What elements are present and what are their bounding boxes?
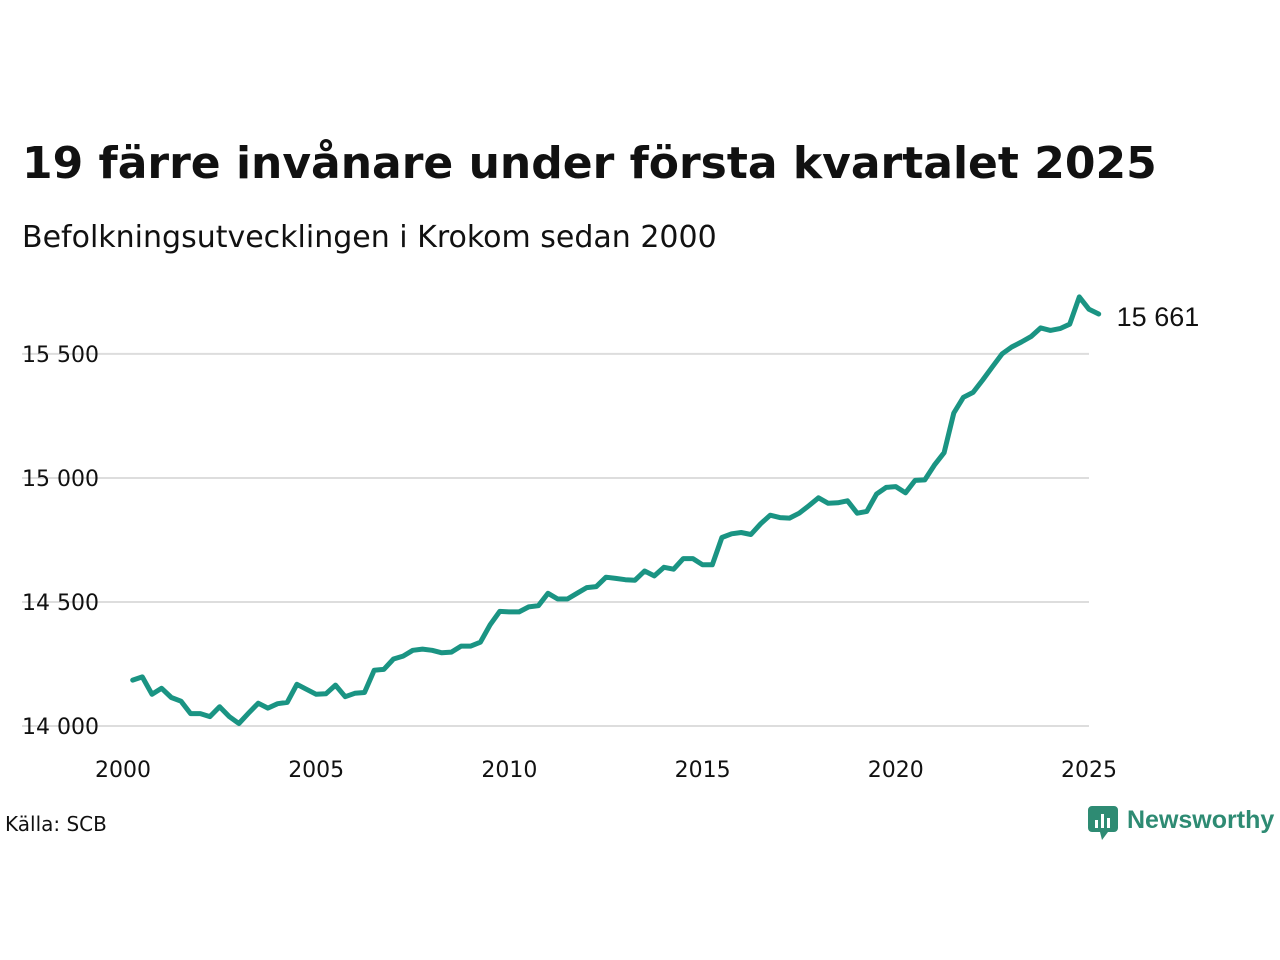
x-tick-label: 2005 (288, 758, 344, 783)
gridlines (22, 352, 1089, 727)
end-value-label: 15 661 (1117, 302, 1200, 332)
x-tick-label: 2000 (95, 758, 151, 783)
x-tick-label: 2015 (675, 758, 731, 783)
chart-subtitle: Befolkningsutvecklingen i Krokom sedan 2… (22, 220, 717, 255)
y-tick-label: 14 000 (22, 715, 99, 740)
series-line (130, 294, 1102, 726)
y-tick-label: 15 500 (22, 343, 99, 368)
y-tick-label: 14 500 (22, 591, 99, 616)
chart-title: 19 färre invånare under första kvartalet… (22, 138, 1157, 189)
series-layer: 15 661 (130, 294, 1199, 726)
y-axis-tick-labels: 14 000 14 500 15 000 15 500 (22, 343, 99, 740)
brand-logo: Newsworthy (1088, 806, 1274, 840)
bar-chart-speech-bubble-icon (1088, 806, 1118, 840)
y-tick-label: 15 000 (22, 467, 99, 492)
source-label: Källa: SCB (5, 812, 107, 836)
x-tick-label: 2010 (481, 758, 537, 783)
x-tick-label: 2020 (868, 758, 924, 783)
x-axis-tick-labels: 2000 2005 2010 2015 2020 2025 (95, 758, 1117, 783)
x-tick-label: 2025 (1061, 758, 1117, 783)
brand-name: Newsworthy (1127, 806, 1274, 834)
